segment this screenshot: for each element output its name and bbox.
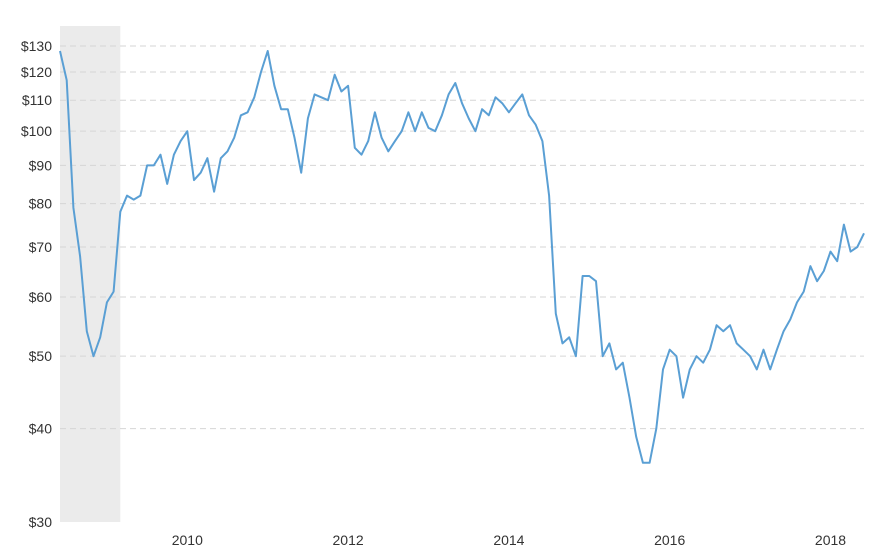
x-tick-label: 2018: [815, 532, 846, 548]
x-tick-label: 2016: [654, 532, 685, 548]
y-tick-label: $40: [29, 421, 53, 437]
gridlines: [60, 45, 864, 430]
recession-shade: [60, 26, 121, 522]
x-tick-label: 2010: [172, 532, 203, 548]
x-tick-label: 2014: [493, 532, 524, 548]
x-axis: 2010 2012 2014 2016 2018: [172, 532, 847, 548]
y-tick-label: $110: [22, 92, 52, 108]
y-tick-label: $70: [29, 239, 53, 255]
y-tick-label: $30: [29, 514, 53, 530]
price-series-line: [59, 50, 865, 464]
y-tick-label: $50: [29, 348, 53, 364]
y-tick-label: $80: [29, 196, 53, 212]
y-tick-label: $90: [29, 157, 53, 173]
y-tick-label: $120: [21, 64, 52, 80]
x-tick-label: 2012: [333, 532, 364, 548]
y-tick-label: $100: [21, 123, 52, 139]
y-axis: $30 $40 $50 $60 $70 $80 $90 $100 $110 $120 $130: [21, 38, 52, 530]
y-tick-label: $60: [29, 289, 53, 305]
y-tick-label: $130: [21, 38, 52, 54]
